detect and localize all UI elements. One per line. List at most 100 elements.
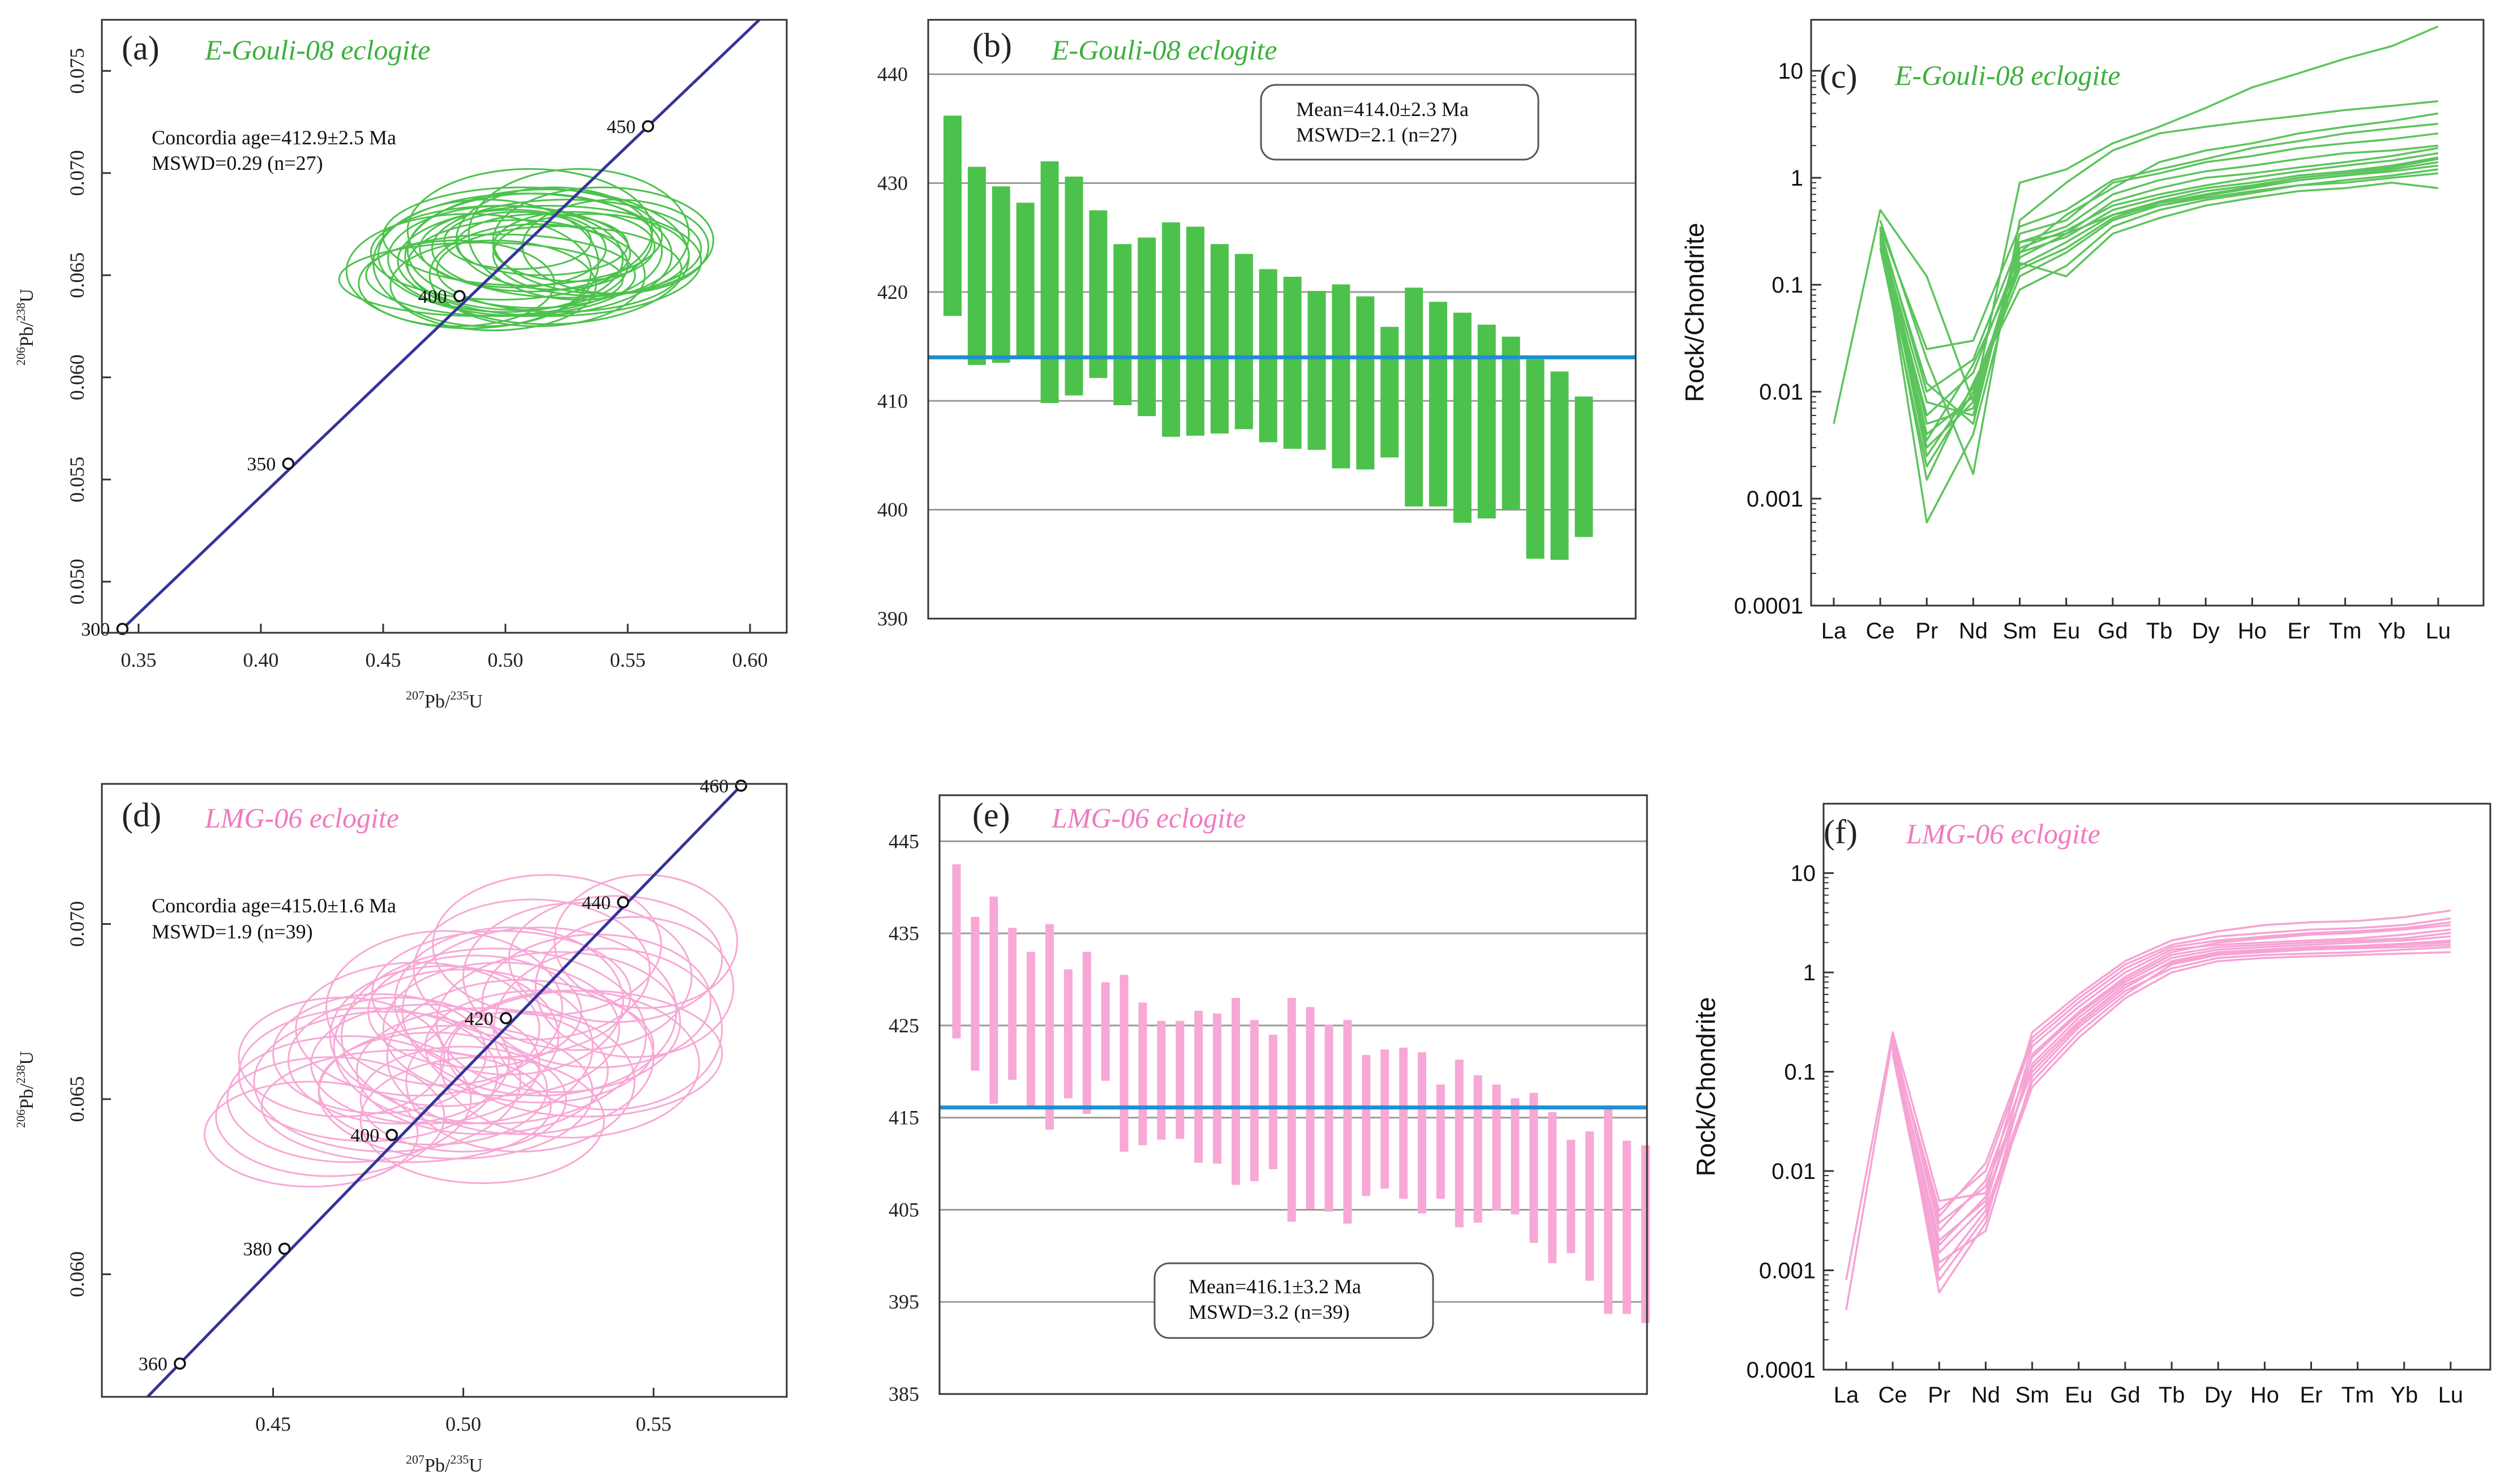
- panel-b: 390 400 410 420 430 440 (b) E-Gouli-08 eclogi…: [877, 19, 1637, 630]
- panel-b-bar-13: [1234, 254, 1253, 430]
- panel-e-ytick-label-7: 445: [889, 830, 919, 852]
- panel-c-xtick-label-Ce: Ce: [1866, 619, 1895, 644]
- panel-f-xtick-label-Er: Er: [2300, 1383, 2323, 1408]
- panel-b-frame: [927, 19, 1637, 620]
- panel-c-series-8: [1879, 158, 2439, 436]
- panel-e-plot: 385 395 405 415 425 435 445: [889, 830, 1650, 1405]
- panel-a-xtick-label-4: 0.50: [488, 649, 524, 671]
- panel-e-bar-8: [1082, 951, 1091, 1114]
- panel-d-ellipse-16: [394, 927, 624, 1076]
- panel-b-ytick-label-5: 430: [877, 172, 908, 195]
- panel-d-age-label-460: 460: [700, 776, 728, 797]
- panel-b-bar-12: [1210, 244, 1229, 434]
- panel-a-ellipse-12: [406, 168, 653, 293]
- panel-c-ytick-label-1: 0.0001: [1734, 594, 1803, 619]
- panel-c-xtick-label-Yb: Yb: [2378, 619, 2405, 644]
- panel-b-annotation-mswd: MSWD=2.1 (n=27): [1296, 123, 1457, 146]
- panel-f-ylabel: Rock/Chondrite: [1691, 997, 1721, 1176]
- panel-b-bar-19: [1380, 327, 1399, 458]
- panel-d-ellipse-26: [318, 1031, 548, 1146]
- panel-c-xtick-label-Tb: Tb: [2146, 619, 2173, 644]
- panel-d-ytick-label-2: 0.065: [66, 1076, 88, 1122]
- panel-e-ytick-label-1: 385: [889, 1383, 919, 1405]
- panel-d-ellipse-28: [204, 1080, 419, 1188]
- panel-f-series-9: [1891, 946, 2451, 1264]
- panel-e-bar-37: [1622, 1140, 1631, 1314]
- panel-f-ytick-label-1: 0.0001: [1747, 1358, 1816, 1383]
- panel-e-bar-17: [1250, 1020, 1259, 1182]
- panel-c-series-3: [1879, 112, 2439, 524]
- panel-d-xtick-label-1: 0.45: [255, 1413, 291, 1435]
- panel-a-ytick-label-4: 0.065: [66, 252, 88, 298]
- panel-e-annotation-mswd: MSWD=3.2 (n=39): [1189, 1301, 1350, 1323]
- panel-a-title: E-Gouli-08 eclogite: [204, 34, 431, 66]
- panel-c-xtick-label-Dy: Dy: [2192, 619, 2220, 644]
- panel-a-age-label-350: 350: [247, 454, 276, 475]
- panel-e-bar-33: [1548, 1112, 1557, 1263]
- panel-e-bar-31: [1511, 1098, 1520, 1215]
- panel-c-xtick-label-Pr: Pr: [1915, 619, 1938, 644]
- panel-d-age-marker-420: [500, 1012, 512, 1024]
- panel-b-bar-23: [1477, 324, 1496, 519]
- panel-b-ytick-label-4: 420: [877, 281, 908, 303]
- panel-b-annotation-mean: Mean=414.0±2.3 Ma: [1296, 98, 1469, 121]
- panel-e-bar-7: [1063, 969, 1073, 1099]
- panel-d-ellipse-34: [238, 997, 445, 1118]
- panel-c-series-13: [1879, 182, 2439, 441]
- panel-e-ytick-label-2: 395: [889, 1290, 919, 1313]
- panel-c-ytick-label-6: 10: [1778, 59, 1804, 84]
- panel-c-series-9: [1879, 161, 2439, 467]
- panel-a-xtick-label-2: 0.40: [243, 649, 278, 671]
- panel-c-letter: (c): [1820, 58, 1858, 95]
- panel-c-series-10: [1879, 168, 2439, 481]
- panel-b-bar-15: [1283, 276, 1302, 449]
- panel-d-ellipse-33: [432, 874, 662, 1016]
- panel-b-bar-27: [1575, 396, 1593, 537]
- panel-c-series-15: [1879, 122, 2439, 350]
- panel-b-bar-25: [1526, 359, 1545, 559]
- panel-e-bar-29: [1473, 1075, 1482, 1223]
- panel-c-ytick-label-2: 0.001: [1747, 487, 1803, 512]
- panel-b-annotation-box: [1260, 84, 1539, 161]
- panel-f-series-10: [1891, 917, 2451, 1217]
- panel-d: 360 380 400 420 440 460 0.45 0.50 0.55 0.060 0.065…: [14, 776, 788, 1476]
- panel-e-bar-23: [1362, 1055, 1371, 1196]
- panel-e-bar-36: [1604, 1106, 1612, 1314]
- panel-e-bar-38: [1641, 1145, 1650, 1323]
- panel-a-age-marker-300: [116, 623, 129, 635]
- panel-e-bar-3: [989, 897, 998, 1104]
- panel-d-age-marker-440: [617, 896, 629, 908]
- panel-d-ellipse-1: [226, 1035, 472, 1163]
- panel-f-plot: 0.0001 0.001 0.01 0.1 1 10 La Ce Pr Nd Sm Eu Gd Tb Dy H…: [1747, 861, 2464, 1408]
- panel-b-bar-17: [1332, 284, 1350, 469]
- panel-e-annotation-box: [1153, 1262, 1434, 1339]
- panel-a-ellipse-21: [492, 211, 656, 282]
- panel-a-age-marker-350: [282, 457, 295, 470]
- panel-e: 385 395 405 415 425 435 445 (e) LMG-06 eclogit…: [889, 794, 1650, 1405]
- panel-e-annotation-mean: Mean=416.1±3.2 Ma: [1189, 1275, 1361, 1298]
- panel-c-xtick-label-Eu: Eu: [2052, 619, 2080, 644]
- panel-a: 300 350 400 450 0.35 0.40 0.45 0.50 0.55 0.60 0.05…: [14, 19, 788, 712]
- panel-b-ytick-label-2: 400: [877, 499, 908, 521]
- panel-d-age-label-360: 360: [139, 1354, 168, 1375]
- panel-b-bar-7: [1089, 210, 1108, 378]
- panel-e-letter: (e): [972, 796, 1010, 834]
- panel-d-ellipse-37: [359, 1056, 605, 1184]
- panel-f-series-8: [1891, 921, 2451, 1212]
- panel-d-annotation-mswd: MSWD=1.9 (n=39): [152, 920, 313, 943]
- panel-f-letter: (f): [1824, 813, 1858, 851]
- panel-e-bar-21: [1324, 1024, 1333, 1212]
- panel-c-xtick-label-Tm: Tm: [2329, 619, 2362, 644]
- panel-d-ellipse-30: [287, 997, 510, 1125]
- panel-a-ylabel: 206Pb/238U: [14, 289, 37, 366]
- panel-f-xtick-label-Pr: Pr: [1928, 1383, 1950, 1408]
- panel-f: 0.0001 0.001 0.01 0.1 1 10 La Ce Pr Nd Sm Eu Gd Tb Dy H…: [1691, 803, 2491, 1408]
- panel-a-ellipse-20: [382, 186, 663, 286]
- panel-b-bar-20: [1405, 288, 1423, 507]
- panel-f-xtick-label-Yb: Yb: [2390, 1383, 2418, 1408]
- panel-a-xtick-label-6: 0.60: [732, 649, 768, 671]
- panel-a-ellipse-23: [428, 223, 646, 327]
- panel-b-letter: (b): [972, 27, 1012, 64]
- panel-f-ytick-label-2: 0.001: [1759, 1259, 1816, 1284]
